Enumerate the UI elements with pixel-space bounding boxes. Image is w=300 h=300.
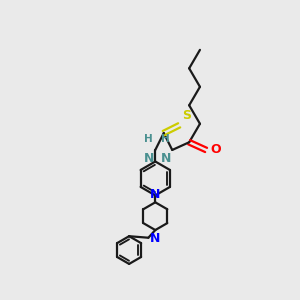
- Text: O: O: [210, 143, 220, 157]
- Text: N: N: [150, 188, 160, 201]
- Text: H: H: [144, 134, 153, 144]
- Text: N: N: [150, 232, 160, 244]
- Text: H: H: [161, 134, 170, 144]
- Text: N: N: [144, 152, 154, 164]
- Text: N: N: [161, 152, 172, 164]
- Text: S: S: [182, 109, 191, 122]
